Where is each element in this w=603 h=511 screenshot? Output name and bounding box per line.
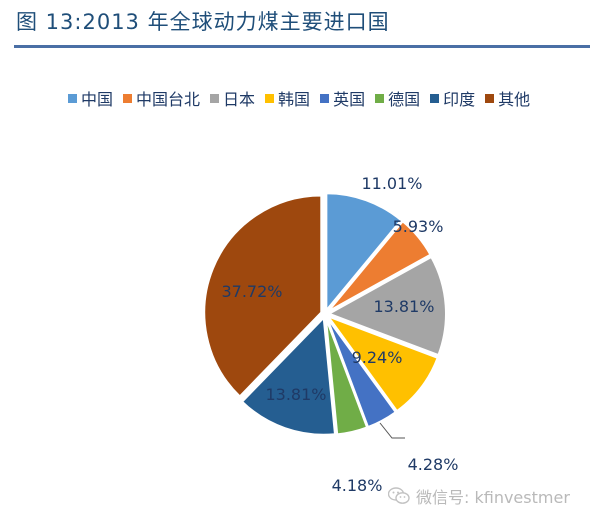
data-label: 13.81% bbox=[373, 297, 434, 316]
legend-label: 韩国 bbox=[278, 90, 311, 109]
legend-label: 印度 bbox=[443, 90, 476, 109]
legend-label: 德国 bbox=[388, 90, 421, 109]
pie-slice bbox=[325, 316, 398, 429]
data-label: 11.01% bbox=[361, 174, 422, 193]
data-label: 5.93% bbox=[393, 217, 444, 236]
pie-slice bbox=[325, 314, 439, 413]
legend-item: 印度 bbox=[430, 86, 475, 110]
data-label: 9.24% bbox=[352, 348, 403, 367]
legend-label: 英国 bbox=[333, 90, 366, 109]
data-label: 37.72% bbox=[221, 282, 282, 301]
pie-slice bbox=[324, 317, 369, 436]
legend-swatch bbox=[320, 93, 330, 103]
data-label: 13.81% bbox=[265, 385, 326, 404]
legend-swatch bbox=[485, 93, 495, 103]
legend-item: 其他 bbox=[485, 86, 530, 110]
data-label: 4.28% bbox=[408, 455, 459, 474]
legend-swatch bbox=[430, 93, 440, 103]
legend-item: 日本 bbox=[210, 86, 255, 110]
legend-label: 中国台北 bbox=[136, 90, 201, 109]
pie-slice bbox=[325, 192, 403, 314]
watermark-text: 微信号: kfinvestmer bbox=[416, 488, 570, 507]
legend-swatch bbox=[123, 93, 133, 103]
chart-title: 图 13:2013 年全球动力煤主要进口国 bbox=[16, 10, 390, 34]
legend-swatch bbox=[375, 93, 385, 103]
pie-slice bbox=[240, 315, 337, 436]
watermark: 微信号: kfinvestmer bbox=[387, 484, 570, 508]
wechat-icon bbox=[387, 487, 410, 505]
leader-line bbox=[379, 422, 405, 439]
pie-slice bbox=[203, 194, 323, 398]
legend-item: 英国 bbox=[320, 86, 365, 110]
legend-swatch bbox=[68, 93, 77, 103]
legend-label: 日本 bbox=[223, 90, 256, 109]
legend-swatch bbox=[210, 93, 220, 103]
title-underline bbox=[14, 45, 590, 48]
legend-label: 其他 bbox=[498, 90, 531, 109]
pie-slice bbox=[327, 219, 432, 313]
pie-slice bbox=[326, 255, 447, 357]
legend-item: 中国台北 bbox=[123, 86, 200, 110]
legend-swatch bbox=[265, 93, 275, 103]
legend-item: 德国 bbox=[375, 86, 420, 110]
legend-item: 韩国 bbox=[265, 86, 310, 110]
legend-label: 中国 bbox=[81, 90, 114, 109]
legend-item: 中国 bbox=[68, 86, 113, 110]
chart-legend: 中国 中国台北 日本 韩国 英国 德国 印度 其他 bbox=[68, 86, 530, 110]
data-label: 4.18% bbox=[332, 476, 383, 495]
